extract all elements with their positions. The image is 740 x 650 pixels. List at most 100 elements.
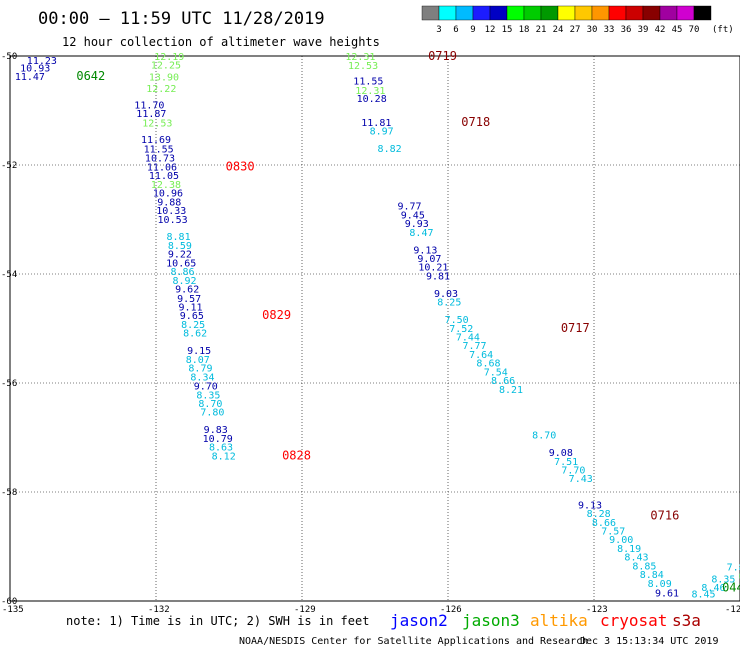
satellite-legend: jason2 jason3 altika cryosat s3a: [390, 611, 701, 630]
plot-area: -135 -132 -129 -126 -123 -124 -50 -52 -54 -56 -58 -…: [1, 49, 740, 615]
data-point-label: 10.28: [357, 94, 387, 105]
legend-s3a: s3a: [672, 611, 701, 630]
data-point-label: 8.45: [691, 590, 715, 601]
pass-time-label: 0716: [650, 508, 679, 522]
colorbar-swatch: [642, 5, 661, 21]
pass-time-label: 0445: [722, 581, 740, 595]
data-point-label: 7.50: [445, 315, 469, 326]
data-point-label: 11.23: [27, 56, 57, 67]
data-point-label: 11.69: [141, 135, 171, 146]
data-point-label: 8.66: [491, 376, 515, 387]
x-tick-label: -126: [440, 605, 462, 615]
colorbar: 3 6 9 12 15 18 21 24 27 30 33 36 39 42 45 70: [421, 5, 712, 35]
colorbar-swatch: [506, 5, 525, 21]
data-point-label: 12.22: [146, 84, 176, 95]
data-point-label: 12.31: [345, 52, 375, 63]
colorbar-label: 36: [621, 25, 632, 35]
data-point-label: 10.73: [145, 154, 175, 165]
data-point-label: 9.03: [434, 289, 458, 300]
data-point-label: 7.57: [601, 527, 625, 538]
data-point-label: 7.77: [462, 341, 486, 352]
data-point-label: 8.62: [183, 329, 207, 340]
data-point-label: 9.65: [180, 311, 204, 322]
data-point-label: 10.65: [166, 258, 196, 269]
colorbar-label: 6: [453, 25, 458, 35]
data-point-label: 8.66: [592, 518, 616, 529]
colorbar-label: 45: [672, 25, 683, 35]
x-tick-label: -129: [294, 605, 316, 615]
colorbar-swatch: [574, 5, 593, 21]
data-point-label: 11.70: [134, 100, 164, 111]
colorbar-swatch: [540, 5, 559, 21]
footer-note: note: 1) Time is in UTC; 2) SWH is in fe…: [66, 614, 369, 628]
data-point-label: 7.43: [569, 474, 593, 485]
data-point-label: 10.21: [418, 263, 448, 274]
data-point-label: 10.33: [156, 206, 186, 217]
data-point-label: 8.86: [170, 267, 194, 278]
pass-time-annotations: 0642 0719 0718 0830 0829 0717 0716 0828 04460445: [76, 49, 740, 595]
pass-time-label: 0718: [461, 115, 490, 129]
colorbar-label: 27: [570, 25, 581, 35]
colorbar-swatch: [489, 5, 508, 21]
pass-time-label: 0829: [262, 308, 291, 322]
y-tick-label: -56: [1, 379, 17, 389]
data-point-label: 7.80: [200, 408, 224, 419]
data-point-label: 8.09: [648, 579, 672, 590]
data-point-label: 8.92: [172, 276, 196, 287]
pass-time-label: 0717: [561, 321, 590, 335]
data-point-label: 9.61: [655, 589, 679, 600]
data-point-label: 8.84: [640, 570, 664, 581]
data-point-label: 12.25: [151, 61, 181, 72]
colorbar-label: 33: [604, 25, 615, 35]
data-point-label: 11.47: [15, 72, 45, 83]
data-point-label: 12.38: [151, 180, 181, 191]
plot-frame: [9, 55, 740, 602]
colorbar-swatch: [455, 5, 474, 21]
data-point-label: 7.80: [727, 562, 740, 573]
colorbar-swatch: [625, 5, 644, 21]
data-point-label: 8.82: [378, 144, 402, 155]
colorbar-swatch: [676, 5, 695, 21]
legend-jason2: jason2: [390, 611, 448, 630]
data-point-label: 8.59: [168, 241, 192, 252]
data-point-label: 7.44: [456, 332, 480, 343]
data-point-label: 8.43: [624, 553, 648, 564]
data-point-label: 12.19: [154, 52, 184, 63]
colorbar-swatch: [659, 5, 678, 21]
colorbar-swatch: [472, 5, 491, 21]
colorbar-label: 24: [553, 25, 564, 35]
data-point-label: 11.05: [149, 171, 179, 182]
data-point-label: 8.19: [617, 544, 641, 555]
data-point-label: 8.81: [167, 232, 191, 243]
data-point-label: 10.96: [153, 189, 183, 200]
data-point-label: 10.53: [158, 215, 188, 226]
data-point-label: 10.79: [203, 434, 233, 445]
data-point-label: 9.08: [549, 448, 573, 459]
data-point-label: 7.70: [561, 465, 585, 476]
colorbar-label: 3: [436, 25, 441, 35]
colorbar-label: 70: [689, 25, 700, 35]
y-tick-label: -50: [1, 52, 17, 62]
data-point-label: 9.45: [401, 210, 425, 221]
data-point-label: 9.93: [405, 219, 429, 230]
colorbar-label: 18: [519, 25, 530, 35]
colorbar-swatch: [591, 5, 610, 21]
data-points: 11.2310.9311.4711.7011.8711.6911.5510.73…: [15, 52, 740, 601]
data-point-label: 9.83: [204, 425, 228, 436]
legend-jason3: jason3: [462, 611, 520, 630]
colorbar-label: 42: [655, 25, 666, 35]
colorbar-swatch: [608, 5, 627, 21]
data-point-label: 13.90: [149, 73, 179, 84]
footer-agency: NOAA/NESDIS Center for Satellite Applica…: [239, 636, 588, 647]
pass-time-label: 0642: [76, 69, 105, 83]
data-point-label: 8.34: [190, 372, 214, 383]
pass-time-label: 0830: [226, 159, 255, 173]
grid-lines: [10, 56, 740, 601]
data-point-label: 12.31: [355, 86, 385, 97]
data-point-label: 9.13: [413, 245, 437, 256]
data-point-label: 8.85: [632, 561, 656, 572]
chart-title: 00:00 – 11:59 UTC 11/28/2019: [38, 9, 325, 29]
data-point-label: 7.51: [554, 457, 578, 468]
data-point-label: 11.55: [353, 76, 383, 87]
chart-subtitle: 12 hour collection of altimeter wave hei…: [62, 35, 380, 49]
